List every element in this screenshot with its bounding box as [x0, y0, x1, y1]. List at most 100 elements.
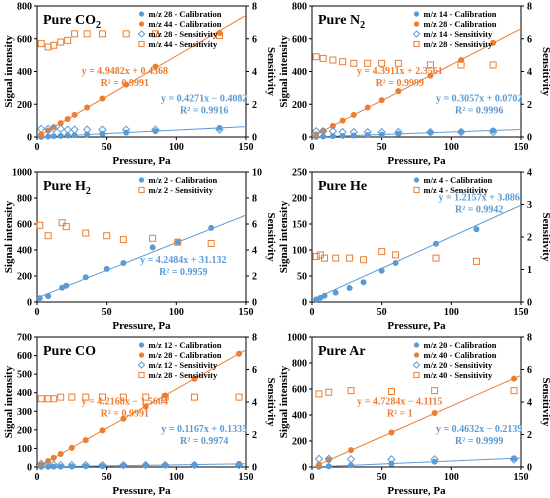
data-point: [456, 127, 466, 137]
trendlines: [312, 204, 521, 301]
data-point: [141, 460, 150, 470]
fit-r2: R² = 0.9991: [101, 409, 149, 420]
data-point: [67, 460, 77, 470]
y-tick-label: 800: [292, 359, 307, 370]
y2-tick-label: 2: [252, 430, 257, 441]
y2-tick-label: 0: [252, 298, 257, 309]
data-point: [56, 124, 65, 134]
data-point: [152, 128, 159, 135]
x-tick-label: 100: [444, 472, 459, 483]
fit-equation: y = 4.9482x + 0.4368: [82, 66, 168, 77]
x-tick-label: 0: [35, 142, 40, 153]
data-point: [36, 221, 44, 229]
data-point: [350, 59, 358, 67]
x-tick-label: 0: [310, 472, 315, 483]
data-point: [103, 232, 111, 240]
data-point: [378, 267, 385, 274]
y2-tick-label: 1: [527, 265, 532, 276]
y2-tick-label: 4: [252, 67, 257, 78]
data-point: [216, 124, 223, 131]
data-point: [511, 375, 518, 382]
chart-panel-6: 0 50 100 1500200400600800100002468Pressure,…: [278, 333, 550, 498]
y-tick-label: 0: [302, 298, 307, 309]
y-tick-label: 800: [17, 194, 32, 205]
data-point: [346, 254, 354, 262]
data-point: [174, 239, 181, 246]
series-m-z-40-sensitivity: [315, 387, 518, 398]
data-point: [394, 127, 403, 137]
series-m-z-28-sensitivity: [37, 393, 243, 403]
data-point: [395, 130, 402, 137]
data-point: [489, 61, 497, 69]
fit-equation: y = 4.3911x + 2.3561: [357, 66, 443, 77]
data-point: [63, 282, 70, 289]
data-point: [49, 460, 58, 469]
legend-label: m/z 12 - Sensitivity: [149, 360, 218, 370]
x-tick-label: 100: [169, 307, 184, 318]
y2-tick-label: 0: [527, 298, 532, 309]
y2-tick-label: 2: [252, 272, 257, 283]
data-point: [360, 256, 368, 264]
data-point: [235, 393, 243, 401]
panel-title: Pure H2: [43, 179, 91, 197]
data-point: [395, 88, 402, 95]
data-point: [392, 251, 400, 259]
fit-equation: y = 0.4632x − 0.2139: [436, 424, 522, 435]
data-point: [236, 460, 243, 467]
series-m-z-2-calibration: [36, 224, 215, 302]
y2-tick-label: 0: [252, 133, 257, 144]
data-point: [38, 131, 45, 138]
x-axis-label: Pressure, Pa: [112, 155, 171, 167]
x-tick-label: 0: [35, 472, 40, 483]
data-point: [99, 130, 106, 137]
data-point: [82, 274, 89, 281]
legend-label: m/z 28 - Sensitivity: [149, 29, 218, 39]
fit-equation: y = 1.2157x + 3.886: [438, 193, 519, 204]
y-axis-label: Signal intensity: [278, 365, 290, 438]
y2-tick-label: 4: [252, 246, 257, 257]
data-point: [430, 455, 439, 464]
data-point: [45, 133, 52, 140]
y2-tick-label: 8: [527, 2, 532, 13]
legend-label: m/z 40 - Sensitivity: [424, 370, 493, 380]
legend-marker: [413, 21, 420, 27]
data-point: [431, 458, 438, 465]
y-axis-label: Signal intensity: [3, 200, 15, 273]
data-point: [119, 460, 128, 470]
y2-tick-label: 2: [527, 430, 532, 441]
data-point: [190, 393, 198, 401]
y2-tick-label: 3: [527, 200, 532, 211]
data-point: [103, 265, 110, 272]
x-axis-label: Pressure, Pa: [112, 485, 171, 497]
data-point: [363, 127, 372, 137]
fit-r2: R² = 0.9959: [159, 267, 207, 278]
data-point: [121, 125, 131, 134]
legend-marker: [138, 11, 145, 17]
y2-axis-label: Sensitivity: [265, 47, 277, 96]
data-point: [433, 240, 440, 247]
x-tick-label: 150: [239, 307, 254, 318]
legend-label: m/z 44 - Sensitivity: [149, 39, 218, 49]
data-point: [364, 59, 372, 67]
y2-tick-label: 8: [252, 333, 257, 344]
y-tick-label: 400: [17, 246, 32, 257]
series-m-z-4-calibration: [313, 226, 480, 303]
x-tick-label: 50: [102, 142, 112, 153]
data-point: [329, 133, 336, 140]
y-tick-label: 50: [297, 272, 307, 283]
y-tick-label: 600: [17, 34, 32, 45]
data-point: [215, 125, 224, 134]
y2-tick-label: 2: [527, 233, 532, 244]
y-axis-label: Signal intensity: [3, 365, 15, 438]
trendline: [312, 128, 521, 137]
data-point: [332, 254, 340, 262]
legend-label: m/z 28 - Sensitivity: [149, 370, 218, 380]
data-point: [472, 257, 480, 265]
series-m-z-20-sensitivity: [314, 454, 519, 464]
legend-label: m/z 14 - Sensitivity: [424, 29, 493, 39]
data-point: [57, 38, 65, 46]
data-point: [161, 393, 169, 401]
data-point: [50, 454, 57, 461]
